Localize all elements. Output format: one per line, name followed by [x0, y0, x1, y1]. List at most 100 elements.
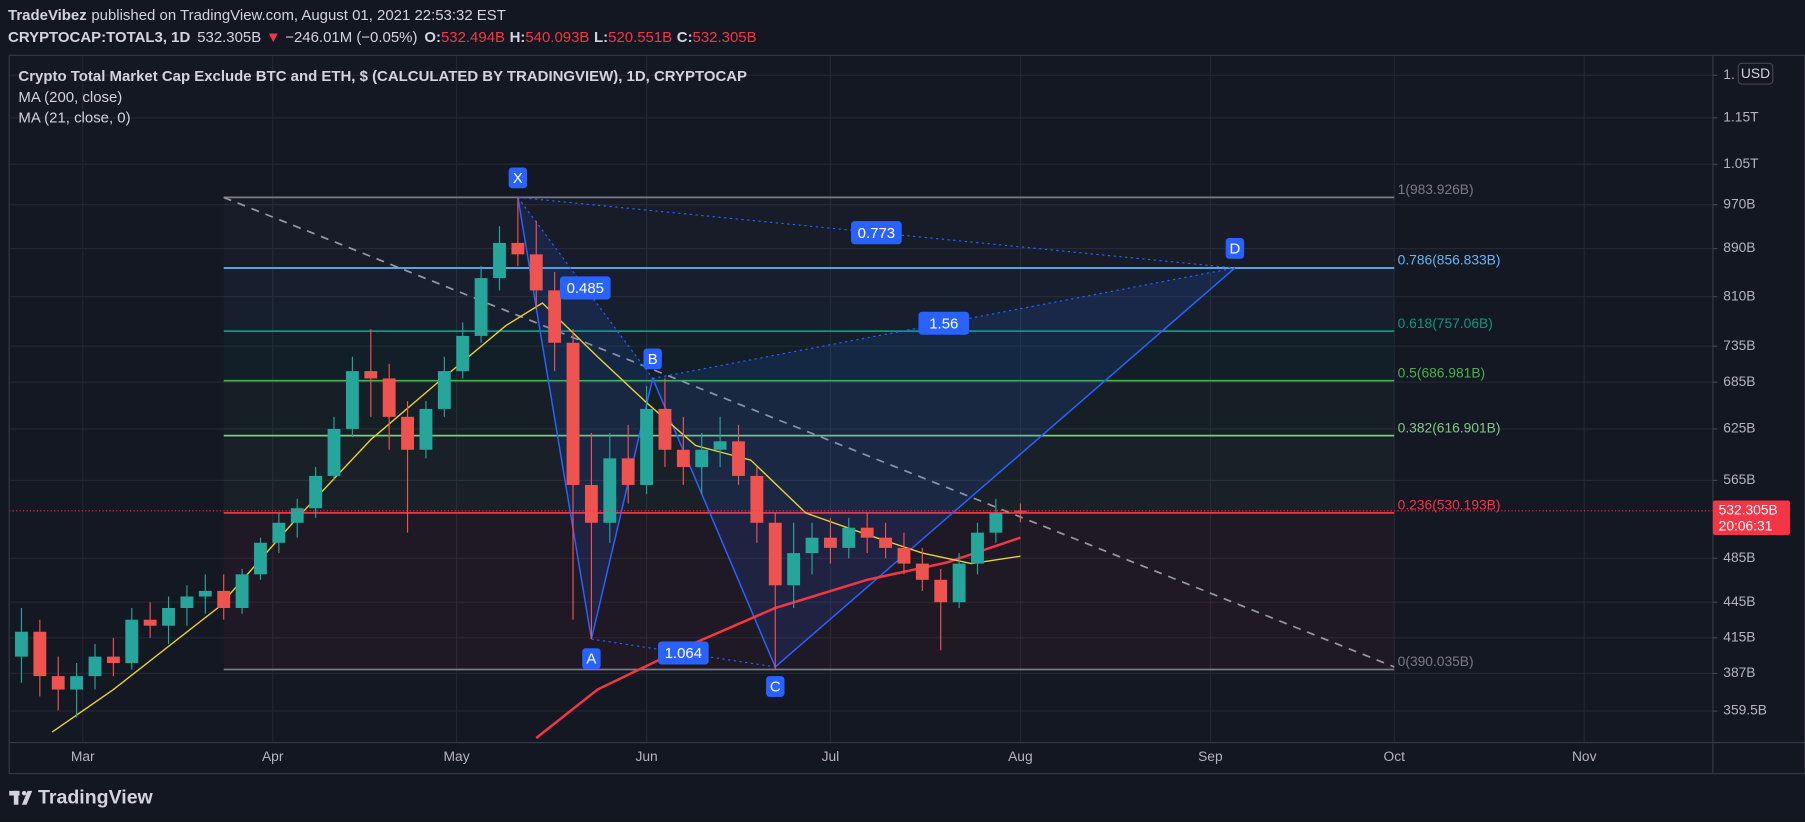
pattern-point-badge	[643, 348, 662, 370]
pattern-point-label: X	[513, 170, 523, 187]
logo: TradingView	[9, 787, 154, 809]
candle-body	[364, 371, 378, 379]
ratio-label: 0.773	[858, 225, 895, 242]
x-tick-label: Jun	[635, 748, 657, 764]
logo-mark	[21, 790, 33, 805]
price-tag-label: 532.305B	[1719, 501, 1778, 517]
candle-body	[713, 441, 727, 450]
currency-button[interactable]	[1737, 62, 1774, 85]
candle-body	[474, 278, 488, 336]
candle-body	[70, 676, 84, 690]
fib-band	[223, 380, 1395, 436]
candle-body	[327, 428, 341, 476]
candle-body	[106, 656, 120, 664]
high: 540.093B	[525, 29, 589, 46]
change: −246.01M (−0.05%)	[285, 29, 417, 46]
pattern-point-label: B	[648, 351, 658, 368]
ratio-badge	[851, 221, 902, 245]
ratio-label: 1.56	[929, 315, 958, 332]
candle-body	[879, 537, 893, 548]
candle-body	[143, 619, 157, 626]
y-tick-label: 445B	[1723, 593, 1755, 609]
candle-body	[88, 656, 102, 677]
candle-body	[676, 449, 690, 468]
pattern-point-badge	[766, 676, 785, 697]
y-tick-label: 1.15T	[1723, 108, 1759, 124]
candle-body	[732, 441, 745, 476]
fib-band	[223, 435, 1395, 513]
x-tick-label: Aug	[1008, 748, 1033, 764]
candle-body	[345, 371, 359, 429]
candle-body	[51, 676, 65, 690]
open: 532.494B	[441, 29, 505, 46]
y-tick-label: 810B	[1723, 287, 1755, 303]
candle-body	[180, 596, 194, 608]
candle-body	[897, 547, 911, 564]
currency[interactable]: USD	[1741, 65, 1770, 81]
y-tick-label: 359.5B	[1723, 702, 1767, 718]
candle-body	[217, 590, 231, 608]
candle-body	[419, 408, 433, 450]
candle-body	[456, 335, 470, 372]
fib-label: 1(983.926B)	[1398, 181, 1474, 197]
candle-body	[805, 537, 819, 554]
y-tick-label: 970B	[1723, 195, 1755, 211]
fib-label: 0.786(856.833B)	[1398, 252, 1501, 268]
candle-body	[971, 532, 984, 564]
candle-body	[695, 449, 709, 468]
candle-body	[33, 631, 47, 677]
candle-body	[15, 631, 28, 657]
candle-body	[658, 408, 672, 450]
candle-body	[290, 508, 304, 523]
candle-body	[493, 242, 506, 279]
pattern-point-label: C	[770, 679, 781, 696]
fib-label: 0.5(686.981B)	[1398, 364, 1485, 380]
candle-body	[860, 527, 874, 538]
candle-body	[529, 254, 543, 291]
y-tick-label: 565B	[1723, 471, 1755, 487]
candle-body	[162, 607, 175, 626]
candle-body	[787, 553, 801, 586]
candle-body	[235, 574, 249, 608]
x-tick-label: Jul	[822, 748, 840, 764]
candle-body	[768, 522, 782, 586]
low-label: L:	[594, 29, 608, 46]
candle-body	[989, 513, 1003, 533]
candle-body	[198, 590, 212, 597]
low: 520.551B	[608, 29, 672, 46]
close-label: C:	[677, 29, 693, 46]
candle-body	[915, 563, 929, 580]
x-tick-label: Nov	[1572, 748, 1597, 764]
logo-mark	[21, 790, 27, 796]
pattern-ratio-line	[652, 267, 1235, 380]
symbol: CRYPTOCAP:TOTAL3, 1D	[8, 29, 190, 46]
candle-body	[125, 619, 139, 664]
candle-body	[823, 537, 837, 548]
pattern-point-badge	[1225, 238, 1245, 259]
ratio-badge	[918, 311, 970, 335]
plot-area	[9, 55, 1713, 743]
candle-body	[621, 458, 635, 485]
x-tick-label: May	[444, 748, 470, 764]
brand: TradingView	[38, 787, 154, 809]
last: 532.305B	[197, 29, 261, 46]
pattern-leg	[774, 267, 1236, 668]
y-tick-label: 415B	[1723, 628, 1755, 644]
x-tick-label: Apr	[262, 748, 284, 764]
pattern-point-label: A	[586, 651, 596, 668]
x-tick-label: Sep	[1198, 748, 1223, 764]
y-tick-label: 387B	[1723, 664, 1755, 680]
close: 532.305B	[693, 29, 757, 46]
fib-band	[223, 197, 1395, 268]
pattern-ratio-line	[517, 196, 1235, 269]
open-label: O:	[424, 29, 441, 46]
ratio-label: 0.485	[567, 280, 604, 297]
fib-label: 0.618(757.06B)	[1398, 315, 1493, 331]
fib-band	[223, 331, 1395, 381]
grid	[9, 55, 1713, 743]
arrow: ▼	[266, 29, 281, 46]
candle-body	[750, 475, 764, 523]
ratio-badge	[559, 276, 611, 300]
